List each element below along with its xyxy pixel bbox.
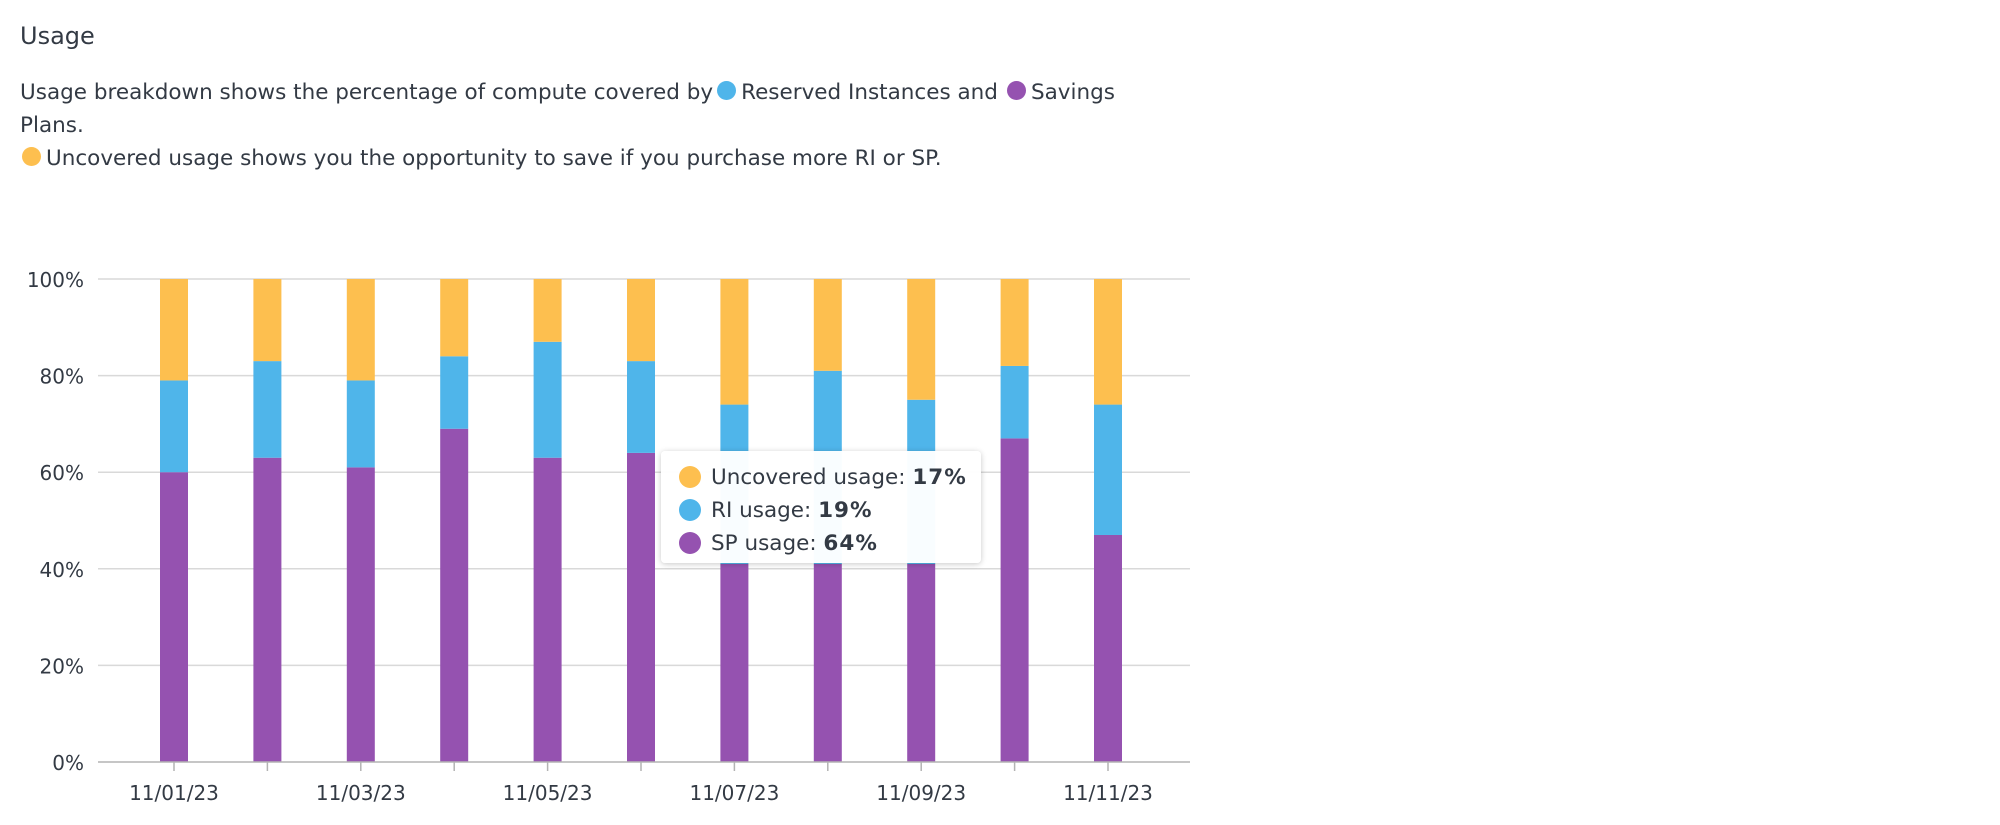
- bar-segment-sp: [346, 467, 375, 762]
- ri-dot-icon: [679, 499, 701, 521]
- description-text: Usage breakdown shows the percentage of …: [20, 80, 714, 105]
- bar-segment-uncovered: [160, 279, 188, 381]
- x-tick-label: 11/01/23: [129, 781, 219, 805]
- tooltip-row-uncovered: Uncovered usage: 17%: [679, 461, 981, 494]
- bar-segment-sp: [160, 472, 188, 762]
- uncovered-dot-icon: [679, 466, 701, 488]
- bar-segment-sp: [1094, 534, 1122, 762]
- x-tick-label: 11/07/23: [689, 781, 779, 805]
- tooltip-label: RI usage:: [711, 498, 812, 523]
- tooltip-row-sp: SP usage: 64%: [679, 527, 981, 560]
- bar-segment-uncovered: [533, 279, 562, 342]
- y-tick-label: 60%: [40, 461, 84, 485]
- uncovered-text: Uncovered usage shows you the opportunit…: [46, 146, 942, 171]
- sp-color-dot-icon: [1006, 81, 1026, 100]
- bar-segment-uncovered: [1094, 279, 1122, 405]
- sp-label: Savings Plans.: [20, 80, 1115, 138]
- description-line-1: Usage breakdown shows the percentage of …: [20, 76, 1160, 142]
- x-tick-label: 11/09/23: [876, 781, 966, 805]
- bar-segment-ri: [533, 341, 562, 458]
- bar-segment-uncovered: [720, 279, 749, 405]
- bar-segment-sp: [627, 452, 655, 762]
- bar-segment-sp: [1000, 438, 1029, 762]
- bar-segment-ri: [1000, 365, 1029, 439]
- tooltip-value: 17%: [912, 465, 967, 490]
- bar-segment-uncovered: [813, 279, 842, 371]
- y-axis-labels: 0% 20% 40% 60% 80% 100%: [27, 268, 84, 775]
- bar-segment-uncovered: [346, 279, 375, 381]
- y-tick-label: 80%: [40, 365, 84, 389]
- tooltip-value: 19%: [818, 498, 873, 523]
- tooltip-label: Uncovered usage:: [711, 465, 906, 490]
- bar-segment-ri: [1094, 404, 1122, 535]
- bar-segment-uncovered: [253, 279, 282, 362]
- bar-segment-sp: [533, 457, 562, 762]
- x-tick-label: 11/11/23: [1063, 781, 1153, 805]
- bar-segment-ri: [346, 380, 375, 468]
- ri-color-dot-icon: [717, 81, 737, 100]
- chart-axis: [98, 761, 1190, 771]
- y-tick-label: 100%: [27, 268, 84, 292]
- usage-description: Usage breakdown shows the percentage of …: [20, 76, 1160, 175]
- bar-segment-ri: [160, 380, 188, 473]
- x-tick-label: 11/03/23: [316, 781, 406, 805]
- bar-segment-uncovered: [1000, 279, 1029, 366]
- bar-segment-ri: [627, 361, 655, 453]
- bar-segment-uncovered: [907, 279, 936, 400]
- description-line-2: Uncovered usage shows you the opportunit…: [20, 142, 1160, 175]
- bar-segment-ri: [440, 356, 469, 429]
- tooltip-label: SP usage:: [711, 531, 817, 556]
- tooltip-value: 64%: [823, 531, 878, 556]
- bar-segment-sp: [253, 457, 282, 762]
- bar-segment-sp: [440, 428, 469, 762]
- y-tick-label: 0%: [52, 751, 84, 775]
- bar-segment-sp: [907, 563, 936, 762]
- bar-segment-ri: [253, 361, 282, 458]
- y-tick-label: 40%: [40, 558, 84, 582]
- y-tick-label: 20%: [40, 654, 84, 678]
- uncovered-color-dot-icon: [22, 147, 41, 166]
- bar-segment-uncovered: [627, 279, 655, 362]
- chart-tooltip: Uncovered usage: 17% RI usage: 19% SP us…: [661, 451, 981, 563]
- sp-dot-icon: [679, 532, 701, 554]
- bar-segment-sp: [720, 563, 749, 762]
- x-tick-label: 11/05/23: [503, 781, 593, 805]
- bar-segment-uncovered: [440, 279, 469, 357]
- bar-segment-sp: [813, 563, 842, 762]
- ri-label: Reserved Instances and: [741, 80, 998, 105]
- x-axis-labels: 11/01/23 11/03/23 11/05/23 11/07/23 11/09/23…: [129, 781, 1153, 805]
- section-title: Usage: [20, 22, 95, 50]
- tooltip-row-ri: RI usage: 19%: [679, 494, 981, 527]
